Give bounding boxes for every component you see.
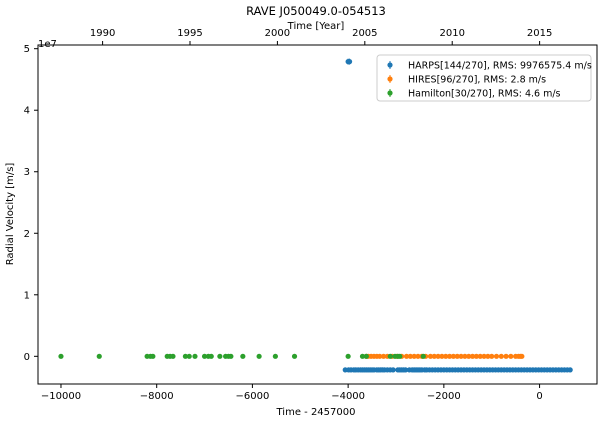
data-point	[519, 353, 525, 359]
data-point	[346, 59, 353, 65]
x-tick-label: 0	[536, 391, 542, 402]
data-point	[186, 353, 192, 359]
data-point	[454, 353, 460, 359]
data-point	[256, 353, 262, 359]
legend-marker	[387, 76, 393, 82]
y-tick-label: 5	[24, 44, 30, 55]
x-tick-label: −4000	[331, 391, 365, 402]
data-point	[377, 353, 383, 359]
data-point	[228, 353, 234, 359]
x-tick-label: −2000	[427, 391, 461, 402]
x-tick-label: −10000	[41, 391, 81, 402]
data-point	[217, 353, 223, 359]
data-point	[508, 353, 514, 359]
x-tick-label: −8000	[140, 391, 174, 402]
legend: HARPS[144/270], RMS: 9976575.4 m/s HIRES[…	[376, 54, 592, 102]
data-point	[446, 353, 453, 359]
data-point	[503, 353, 509, 359]
plot-frame	[37, 44, 598, 385]
y-tick-label: 0	[24, 352, 30, 363]
series-0	[342, 58, 573, 373]
x-axis-title: Time - 2457000	[276, 407, 356, 418]
data-point	[345, 353, 351, 359]
data-point	[240, 353, 246, 359]
data-point	[427, 353, 434, 359]
data-point	[415, 353, 421, 359]
data-point	[450, 353, 457, 359]
data-point	[462, 353, 468, 359]
y-axis-title: Radial Velocity [m/s]	[5, 163, 16, 266]
data-point	[291, 353, 298, 359]
data-point	[272, 353, 278, 359]
data-point	[458, 353, 464, 359]
data-point	[363, 353, 369, 359]
year-tick-label: 2005	[352, 28, 377, 39]
legend-marker	[387, 62, 393, 68]
data-point	[439, 353, 445, 359]
data-point	[359, 353, 366, 359]
data-point	[473, 353, 479, 359]
y-tick-label: 1	[24, 290, 30, 301]
x-tick-label: −6000	[235, 391, 269, 402]
data-point	[493, 353, 500, 359]
chart-title: RAVE J050049.0-054513	[246, 4, 386, 18]
data-point	[380, 353, 387, 359]
data-point	[469, 353, 476, 359]
data-point	[201, 353, 208, 359]
data-point	[477, 353, 483, 359]
data-point	[182, 353, 189, 359]
data-point	[96, 353, 102, 359]
legend-label: HARPS[144/270], RMS: 9976575.4 m/s	[408, 61, 592, 72]
data-point	[58, 353, 64, 359]
legend-label: HIRES[96/270], RMS: 2.8 m/s	[408, 75, 546, 86]
legend-box	[376, 54, 592, 102]
data-point	[485, 353, 491, 359]
data-point	[150, 353, 156, 359]
year-tick-label: 2000	[265, 28, 290, 39]
data-point	[397, 353, 403, 359]
data-point	[481, 353, 487, 359]
data-point	[466, 353, 472, 359]
y-tick-label: 3	[24, 167, 30, 178]
data-point	[407, 353, 413, 359]
data-point	[170, 353, 176, 359]
data-point	[431, 353, 437, 359]
data-point	[498, 353, 504, 359]
data-point	[208, 353, 214, 359]
year-axis-title: Time [Year]	[287, 21, 345, 32]
data-point	[403, 353, 410, 359]
data-point	[402, 367, 409, 373]
y-tick-label: 2	[24, 229, 30, 240]
data-point	[387, 353, 393, 359]
data-point	[567, 367, 573, 373]
data-point	[435, 353, 441, 359]
series-2	[58, 353, 426, 359]
data-point	[390, 367, 396, 373]
year-tick-label: 1990	[90, 28, 115, 39]
year-tick-label: 2015	[527, 28, 552, 39]
year-tick-label: 1995	[177, 28, 202, 39]
y-tick-label: 4	[24, 106, 30, 117]
data-point	[489, 353, 495, 359]
data-point	[443, 353, 449, 359]
legend-label: Hamilton[30/270], RMS: 4.6 m/s	[408, 89, 561, 100]
data-point	[411, 353, 417, 359]
data-points	[58, 58, 573, 373]
data-point	[420, 353, 426, 359]
data-point	[192, 353, 198, 359]
legend-marker	[387, 90, 393, 96]
axis-ticks: −10000 −8000 −6000 −4000 −2000 0 0 1 2 3 4 5 1990 199…	[24, 28, 553, 402]
year-tick-label: 2010	[439, 28, 464, 39]
